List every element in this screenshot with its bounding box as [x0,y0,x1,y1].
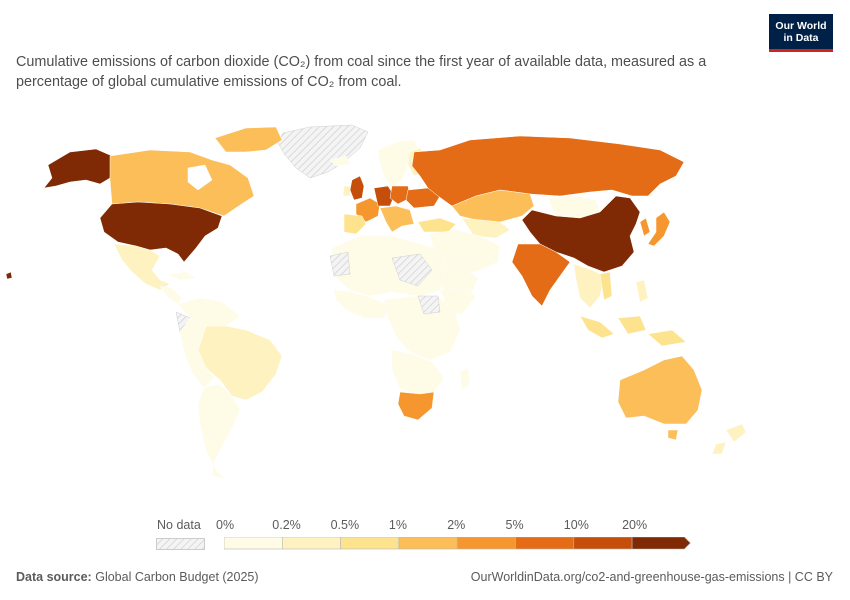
region-uk[interactable] [349,175,365,201]
region-hawaii[interactable] [5,271,13,280]
legend-swatch-0[interactable] [224,537,283,550]
region-horn-africa[interactable] [439,287,477,315]
world-map [5,124,747,479]
region-hudson-bay [187,164,213,191]
region-kazakhstan[interactable] [451,189,535,223]
region-alaska[interactable] [43,148,113,189]
legend-swatch-4[interactable] [456,537,516,550]
region-philippines[interactable] [635,279,649,303]
region-mexico[interactable] [113,243,171,291]
legend-tick-label: 0.5% [330,518,360,532]
region-madagascar[interactable] [459,367,471,391]
legend-tick-label: 0% [216,518,235,532]
region-spain[interactable] [343,213,367,235]
legend-tick-label: 20% [622,518,648,532]
region-west-africa[interactable] [333,289,391,319]
data-source-label: Data source: [16,570,92,584]
legend-tick-label: 2% [447,518,466,532]
legend-tick-label: 5% [505,518,524,532]
region-turkey[interactable] [417,217,457,233]
logo-line-2: in Data [783,31,819,44]
region-usa[interactable] [99,201,223,263]
region-indonesia[interactable] [579,315,687,347]
region-western-sahara[interactable] [329,251,351,277]
region-italy-balkans[interactable] [379,205,415,233]
legend-swatch-3[interactable] [398,537,458,550]
region-greenland[interactable] [277,124,369,179]
legend-tick-label: 0.2% [272,518,301,532]
region-tasmania[interactable] [667,429,679,441]
legend-no-data-swatch [156,538,205,550]
data-source-value: Global Carbon Budget (2025) [95,570,259,584]
region-south-africa[interactable] [397,391,435,421]
region-central-america[interactable] [159,285,183,305]
region-se-asia[interactable] [573,263,605,309]
region-sahel-nodata[interactable] [391,253,433,287]
chart-title: Cumulative emissions of carbon dioxide (… [16,54,707,90]
region-iceland[interactable] [329,155,351,167]
region-russia[interactable] [411,135,685,207]
region-central-asia[interactable] [461,217,511,239]
region-japan[interactable] [647,211,671,247]
legend-swatch-5[interactable] [515,537,575,550]
region-germany[interactable] [373,185,395,207]
region-argentina-chile[interactable] [197,383,241,479]
legend-swatch-2[interactable] [340,537,400,550]
legend-tick-label: 10% [563,518,589,532]
region-korea[interactable] [639,217,651,237]
region-peru-bolivia[interactable] [179,317,215,389]
legend-swatch-7[interactable] [631,537,691,550]
legend-swatch-1[interactable] [281,537,341,550]
region-scandinavia[interactable] [377,139,421,189]
url-license[interactable]: OurWorldinData.org/co2-and-greenhouse-ga… [470,570,833,584]
region-canada-islands[interactable] [214,126,283,153]
legend-scale [224,537,691,550]
region-caribbean[interactable] [167,271,197,281]
region-poland[interactable] [389,185,411,205]
owid-logo[interactable]: Our World in Data [769,14,833,52]
region-india[interactable] [511,243,571,307]
data-source: Data source: Global Carbon Budget (2025) [16,570,259,584]
region-south-sudan[interactable] [417,295,441,315]
region-australia[interactable] [617,355,703,425]
legend-no-data-label: No data [157,518,201,532]
region-new-zealand[interactable] [711,423,747,455]
legend-swatch-6[interactable] [573,537,633,550]
region-ireland[interactable] [342,185,351,197]
logo-line-1: Our World [775,19,827,32]
region-vietnam[interactable] [599,271,613,301]
legend-tick-label: 1% [388,518,407,532]
